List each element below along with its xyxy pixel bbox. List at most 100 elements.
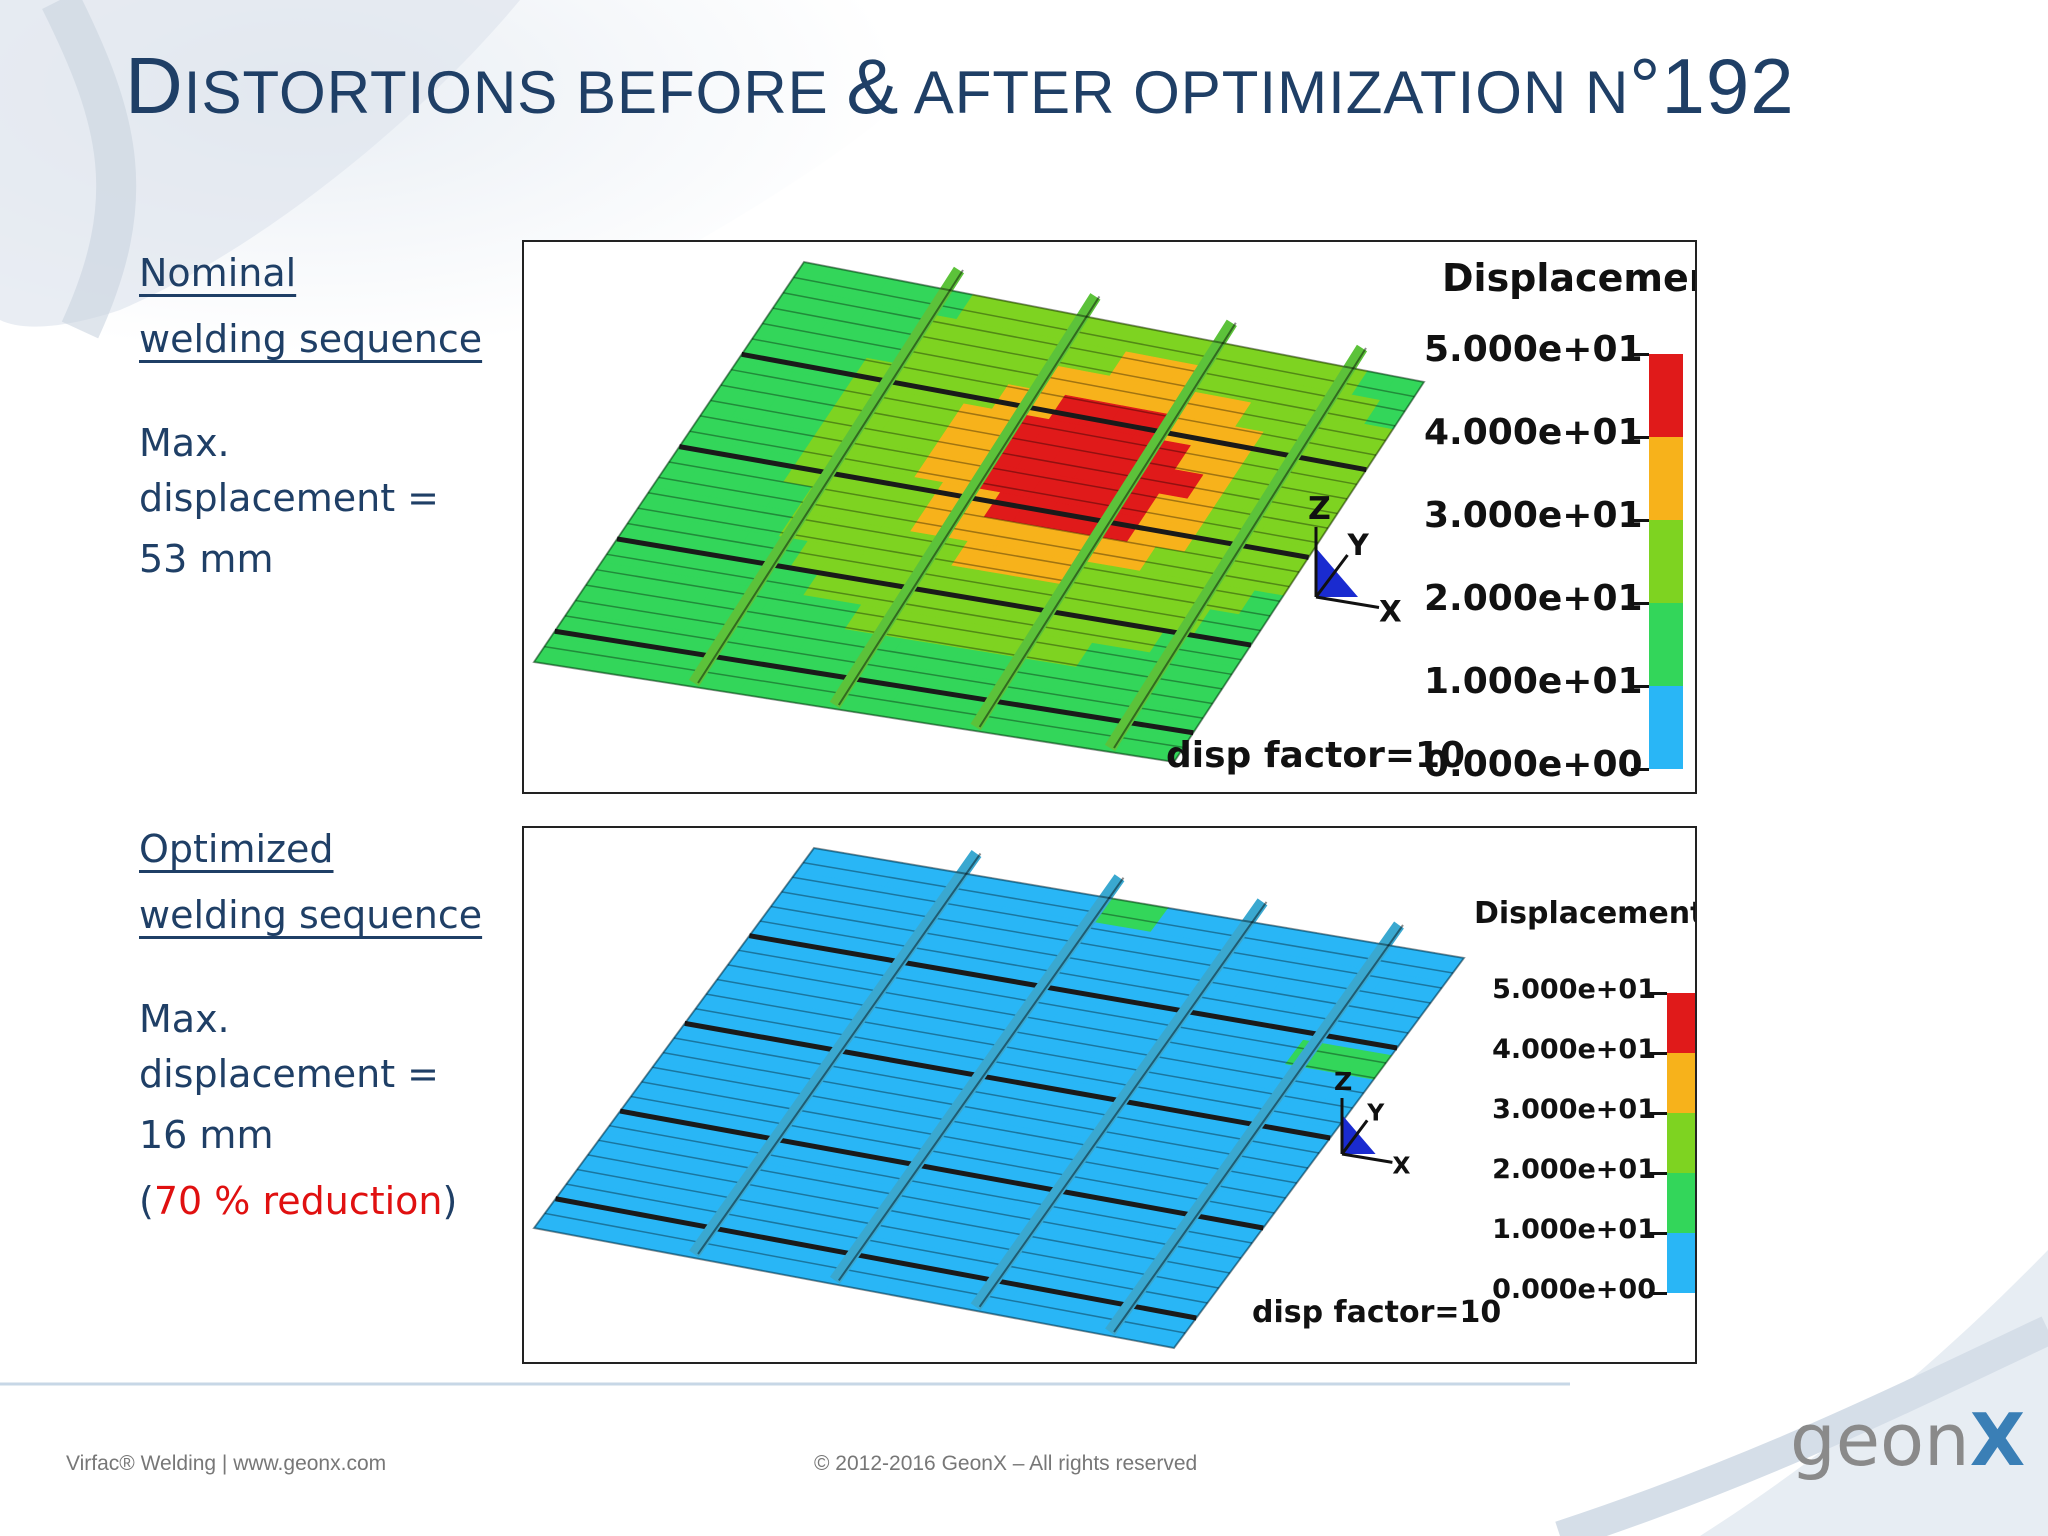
stiffener-line — [566, 1183, 1208, 1304]
stiffener-line — [619, 1108, 1264, 1231]
stiffener-line — [596, 568, 1232, 676]
colorbar-tick-label: 5.000e+01 — [1424, 328, 1643, 370]
nominal-description: Nominal welding sequence Max. displaceme… — [139, 240, 482, 592]
triad-z-label: Z — [1308, 491, 1331, 527]
stiffener-line — [727, 964, 1375, 1079]
optimized-max-label-2: displacement = — [139, 1052, 440, 1096]
colorbar-segment — [1667, 993, 1695, 1053]
colorbar-tick-label: 3.000e+01 — [1424, 494, 1643, 536]
stiffener-line — [783, 292, 1405, 412]
stiffener-line — [762, 322, 1386, 442]
girder-edge — [1113, 347, 1367, 749]
nominal-heading-line2: welding sequence — [139, 317, 483, 361]
girder-edge — [837, 295, 1101, 706]
colorbar-tick-mark — [1631, 685, 1649, 688]
triad-x-label: X — [1379, 595, 1402, 629]
stiffener-line — [630, 1095, 1275, 1214]
optimized-description: Optimized welding sequence Max. displace… — [139, 816, 482, 1234]
stiffener-line — [575, 599, 1213, 705]
nominal-mesh-render: ZYX — [532, 260, 1426, 764]
stiffener-line — [663, 1051, 1308, 1169]
colorbar-segment — [1649, 603, 1683, 686]
triad-x-axis — [1315, 595, 1380, 609]
stiffener-line — [606, 553, 1242, 661]
optimized-mesh-render: ZYX — [532, 846, 1466, 1350]
stiffener-line — [544, 645, 1184, 749]
stiffener-line — [710, 399, 1338, 515]
stiffener-line — [555, 1196, 1197, 1321]
colorbar-tick-mark — [1649, 1232, 1667, 1235]
girder — [829, 874, 1125, 1284]
stiffener-line — [803, 861, 1453, 974]
stiffener-line — [616, 536, 1252, 648]
triad-z-label: Z — [1334, 1067, 1352, 1096]
girder — [970, 319, 1237, 731]
title-initial: D — [125, 41, 184, 130]
triad-x-axis — [1341, 1152, 1393, 1164]
stiffener-line — [700, 415, 1328, 529]
nominal-heading-line1: Nominal — [139, 251, 297, 295]
slide-title: DISTORTIONS BEFORE & AFTER OPTIMIZATION … — [125, 40, 1925, 132]
girder — [688, 266, 965, 687]
colorbar-tick-label: 4.000e+01 — [1424, 411, 1643, 453]
title-ampersand: & — [846, 42, 900, 130]
reduction-percentage: 70 % reduction — [153, 1179, 443, 1223]
nominal-max-value: 53 mm — [139, 537, 274, 581]
stiffener-line — [792, 876, 1442, 989]
colorbar-segment — [1649, 520, 1683, 603]
axis-triad: ZYX — [1308, 491, 1402, 629]
colorbar-tick-mark — [1649, 1052, 1667, 1055]
stiffener-line — [652, 1066, 1297, 1184]
nominal-max-label-2: displacement = — [139, 476, 440, 520]
girder-edge — [837, 877, 1125, 1281]
colorbar-tick-label: 1.000e+01 — [1424, 660, 1643, 702]
girder-edge — [1113, 924, 1404, 1333]
triad-y-label: Y — [1366, 1098, 1385, 1126]
colorbar-tick-mark — [1649, 1172, 1667, 1175]
colorbar-segment — [1649, 686, 1683, 769]
colorbar-tick-mark — [1649, 1112, 1667, 1115]
stiffener-line — [544, 1212, 1186, 1334]
optimized-reduction: (70 % reduction) — [139, 1179, 458, 1223]
colorbar-segment — [1667, 1113, 1695, 1173]
stiffener-line — [706, 993, 1353, 1109]
girder — [970, 898, 1268, 1311]
stiffener-line — [741, 351, 1367, 473]
stiffener-line — [576, 1168, 1219, 1289]
stiffener-line — [720, 384, 1348, 500]
stiffener-line — [554, 628, 1194, 736]
footer-copyright: © 2012-2016 GeonX – All rights reserved — [814, 1452, 1198, 1475]
stiffener-line — [658, 476, 1290, 588]
colorbar-segment — [1667, 1173, 1695, 1233]
colorbar-tick-label: 2.000e+01 — [1492, 1154, 1656, 1186]
stiffener-line — [565, 615, 1203, 719]
title-text-after: AFTER OPTIMIZATION N — [899, 59, 1630, 126]
stiffener-line — [668, 461, 1300, 573]
girder-edge — [697, 269, 964, 684]
title-text: ISTORTIONS BEFORE — [183, 59, 847, 126]
colorbar-tick-mark — [1631, 353, 1649, 356]
stiffener-line — [648, 492, 1280, 602]
colorbar-segment — [1667, 1053, 1695, 1113]
optimized-heading-line1: Optimized — [139, 827, 334, 871]
optimized-heading-line2: welding sequence — [139, 893, 483, 937]
mesh-cell — [1144, 733, 1191, 763]
girder — [829, 293, 1101, 709]
colorbar-tick-label: 2.000e+01 — [1424, 577, 1643, 619]
girder — [1104, 344, 1368, 752]
stiffener-line — [695, 1008, 1342, 1124]
stiffener-line — [673, 1037, 1320, 1154]
stiffener-line — [609, 1124, 1253, 1244]
colorbar-tick-label: 3.000e+01 — [1492, 1094, 1656, 1126]
axis-triad: ZYX — [1334, 1067, 1411, 1180]
girder-edge — [978, 901, 1268, 1308]
disp-factor-label: disp factor=10 — [1252, 1295, 1502, 1330]
stiffener-line — [598, 1139, 1242, 1259]
disp-factor-label: disp factor=10 — [1166, 735, 1466, 776]
plate-outline — [532, 260, 1426, 764]
triad-y-axis — [1314, 554, 1349, 598]
colorbar-tick-label: 4.000e+01 — [1492, 1034, 1656, 1066]
girder-edge — [978, 322, 1237, 728]
colorbar-tick-label: 0.000e+00 — [1424, 743, 1643, 785]
colorbar-segment — [1667, 1233, 1695, 1293]
